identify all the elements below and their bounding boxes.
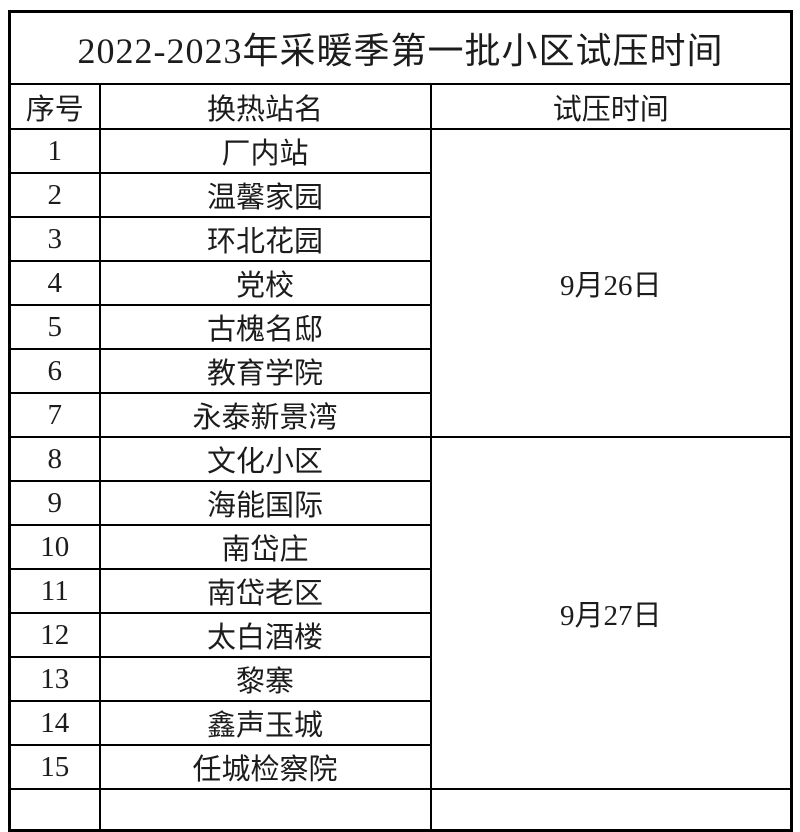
table-row: 11 南岱老区 bbox=[8, 568, 792, 614]
pressure-test-table: 2022-2023年采暖季第一批小区试压时间 序号 换热站名 试压时间 1 厂内… bbox=[8, 10, 794, 832]
station-name: 黎寨 bbox=[98, 656, 432, 702]
table-row: 3 环北花园 bbox=[8, 216, 792, 262]
table-row: 5 古槐名邸 bbox=[8, 304, 792, 350]
station-name: 海能国际 bbox=[98, 480, 432, 526]
row-no: 5 bbox=[8, 304, 101, 350]
row-no: 9 bbox=[8, 480, 101, 526]
column-header-no: 序号 bbox=[8, 83, 101, 130]
table-title-row: 2022-2023年采暖季第一批小区试压时间 bbox=[8, 10, 793, 85]
station-name: 任城检察院 bbox=[98, 744, 432, 790]
station-name: 鑫声玉城 bbox=[98, 700, 432, 746]
row-no: 12 bbox=[8, 612, 101, 658]
station-name: 温馨家园 bbox=[98, 172, 432, 218]
station-name: 厂内站 bbox=[98, 128, 432, 174]
station-name: 古槐名邸 bbox=[98, 304, 432, 350]
row-no: 13 bbox=[8, 656, 101, 702]
row-no: 11 bbox=[8, 568, 101, 614]
date-cell-group1: 9月26日 bbox=[429, 128, 793, 438]
table-row: 4 党校 bbox=[8, 260, 792, 306]
station-name: 南岱老区 bbox=[98, 568, 432, 614]
row-no-empty bbox=[8, 788, 101, 832]
pressure-test-schedule: 2022-2023年采暖季第一批小区试压时间 序号 换热站名 试压时间 1 厂内… bbox=[8, 10, 794, 832]
station-name: 环北花园 bbox=[98, 216, 432, 262]
row-no: 8 bbox=[8, 436, 101, 482]
row-no: 2 bbox=[8, 172, 101, 218]
station-name: 永泰新景湾 bbox=[98, 392, 432, 438]
table-title: 2022-2023年采暖季第一批小区试压时间 bbox=[8, 10, 793, 85]
row-no: 4 bbox=[8, 260, 101, 306]
row-no: 14 bbox=[8, 700, 101, 746]
station-name: 文化小区 bbox=[98, 436, 432, 482]
date-cell-group2: 9月27日 bbox=[429, 436, 793, 790]
station-name: 南岱庄 bbox=[98, 524, 432, 570]
table-row-partial-cutoff bbox=[8, 788, 793, 832]
station-name: 太白酒楼 bbox=[98, 612, 432, 658]
table-row: 13 黎寨 bbox=[8, 656, 792, 702]
row-no: 3 bbox=[8, 216, 101, 262]
row-no: 1 bbox=[8, 128, 101, 174]
row-no: 10 bbox=[8, 524, 101, 570]
table-row: 8 文化小区 9月27日 bbox=[8, 436, 793, 790]
row-no: 6 bbox=[8, 348, 101, 394]
row-no: 15 bbox=[8, 744, 101, 790]
table-row: 1 厂内站 9月26日 bbox=[8, 128, 793, 438]
table-header-row: 序号 换热站名 试压时间 bbox=[8, 83, 793, 130]
table-row: 7 永泰新景湾 bbox=[8, 392, 792, 438]
station-name: 教育学院 bbox=[98, 348, 432, 394]
column-header-time: 试压时间 bbox=[429, 83, 793, 130]
table-row: 12 太白酒楼 bbox=[8, 612, 792, 658]
table-row: 10 南岱庄 bbox=[8, 524, 792, 570]
date-cell-empty bbox=[429, 788, 793, 832]
station-name: 党校 bbox=[98, 260, 432, 306]
row-no: 7 bbox=[8, 392, 101, 438]
table-row: 14 鑫声玉城 bbox=[8, 700, 792, 746]
table-row: 2 温馨家园 bbox=[8, 172, 792, 218]
station-name-empty bbox=[98, 788, 432, 832]
table-row: 6 教育学院 bbox=[8, 348, 792, 394]
column-header-station: 换热站名 bbox=[98, 83, 432, 130]
table-row: 9 海能国际 bbox=[8, 480, 792, 526]
